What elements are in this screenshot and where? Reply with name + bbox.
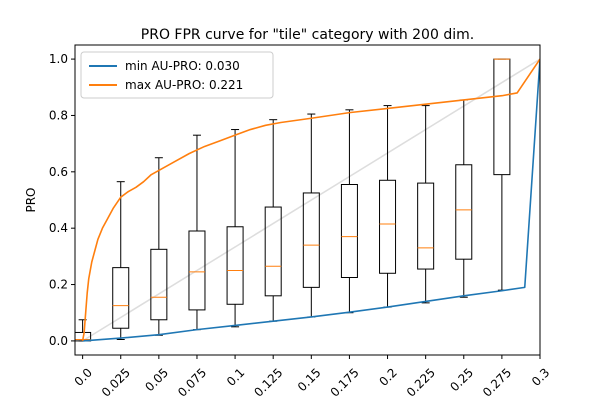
box-body xyxy=(302,192,320,288)
chart-title: PRO FPR curve for "tile" category with 2… xyxy=(141,27,474,43)
box-body xyxy=(455,164,473,260)
box-4 xyxy=(226,129,244,328)
box-body xyxy=(188,230,206,311)
legend-label-1: max AU-PRO: 0.221 xyxy=(125,78,243,92)
box-9 xyxy=(417,105,435,304)
box-body xyxy=(112,267,130,329)
series-line-0 xyxy=(82,59,540,342)
y-tick-label: 0.0 xyxy=(49,334,68,348)
box-body xyxy=(264,206,282,297)
y-axis-label: PRO xyxy=(24,187,38,212)
box-body xyxy=(379,179,397,274)
series-line-1 xyxy=(81,58,540,342)
y-tick-label: 1.0 xyxy=(49,52,68,66)
plot-frame xyxy=(74,44,541,356)
box-body xyxy=(150,248,168,321)
legend-box xyxy=(80,51,274,99)
box-body xyxy=(417,182,435,270)
legend: min AU-PRO: 0.030 max AU-PRO: 0.221 xyxy=(80,51,274,99)
y-tick-label: 0.4 xyxy=(49,221,68,235)
box-5 xyxy=(264,119,282,322)
y-tick-label: 0.8 xyxy=(49,108,68,122)
y-axis: 0.0 0.2 0.4 0.6 0.8 1.0 xyxy=(49,52,75,348)
box-body xyxy=(226,226,244,305)
plot-area xyxy=(75,58,540,342)
legend-label-0: min AU-PRO: 0.030 xyxy=(125,59,240,73)
box-body xyxy=(340,184,358,278)
y-tick-label: 0.6 xyxy=(49,165,68,179)
plot-inner xyxy=(75,58,540,342)
box-11 xyxy=(493,58,511,291)
box-10 xyxy=(455,99,473,298)
y-tick-label: 0.2 xyxy=(49,278,68,292)
box-6 xyxy=(302,113,320,318)
box-1 xyxy=(112,181,130,340)
